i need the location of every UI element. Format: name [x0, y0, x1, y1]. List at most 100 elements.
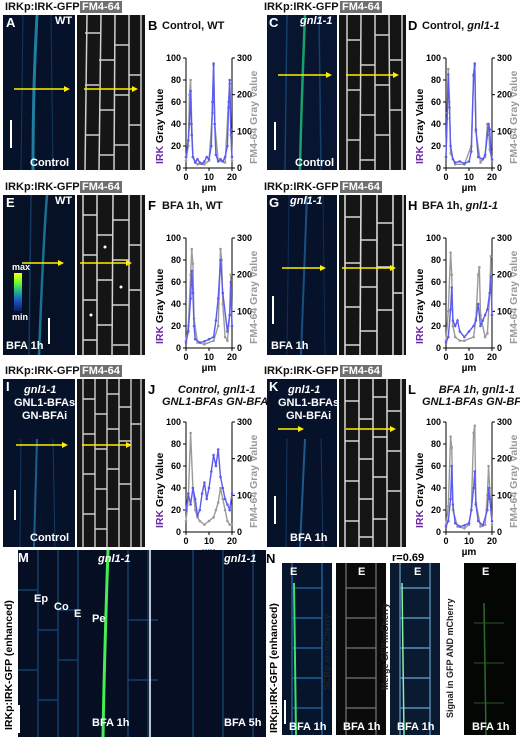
- panel-m-scalebar: [18, 705, 20, 733]
- tick-label-x: 10: [204, 536, 214, 546]
- data-point-irk: [187, 492, 190, 495]
- data-point-irk: [487, 486, 490, 490]
- data-point-irk: [216, 297, 220, 300]
- data-point-fm464: [191, 262, 195, 265]
- panel-i-gfp-image: [3, 379, 75, 547]
- tick-label-x: 20: [487, 172, 497, 182]
- chart-b: B Control, WT 0 20 40 60 80 100 0 100 200 300 0 10 20 µ…: [148, 18, 260, 196]
- panel-g-letter: G: [269, 195, 280, 210]
- data-point-irk: [481, 319, 485, 322]
- colorbar-max: max: [12, 262, 31, 272]
- panel-g-fm-image: [339, 195, 406, 355]
- data-point-irk: [476, 302, 480, 306]
- data-point-irk: [490, 157, 494, 161]
- tick-label-x: 10: [464, 536, 474, 546]
- panel-n-signal-label: Signal in GFP AND mCherry: [445, 598, 455, 718]
- data-point-irk: [198, 508, 202, 512]
- chart-j: J Control, gnl1-1 GNL1-BFAs GN-BFAi 0 20 40 60…: [148, 382, 271, 560]
- tick-label-left: 0: [176, 163, 181, 173]
- data-point-fm464: [212, 516, 215, 519]
- data-point-fm464: [483, 335, 487, 339]
- data-point-irk: [219, 157, 222, 161]
- data-point-irk: [449, 144, 452, 148]
- tick-label-left: 20: [171, 321, 181, 331]
- data-point-irk: [190, 133, 194, 137]
- tick-label-left: 60: [431, 97, 441, 107]
- tick-label-left: 40: [171, 299, 181, 309]
- data-point-irk: [229, 280, 233, 284]
- panel-c-genotype: gnl1-1: [300, 15, 333, 27]
- data-point-irk: [189, 503, 192, 506]
- data-point-irk: [203, 160, 206, 163]
- tick-label-right: 200: [237, 270, 252, 280]
- panel-a-letter: A: [6, 15, 16, 30]
- data-point-irk: [196, 514, 199, 517]
- panel-g-gfp-image: [267, 195, 337, 355]
- tick-label-left: 80: [431, 75, 441, 85]
- data-point-irk: [450, 286, 454, 289]
- fm-header-c: FM4-64: [340, 1, 382, 13]
- tick-label-left: 40: [431, 299, 441, 309]
- panel-i-arrows: [16, 442, 132, 448]
- panel-g-arrows: [282, 265, 396, 271]
- y-axis-label-left-rest: Gray Value: [414, 88, 426, 146]
- data-point-irk: [488, 497, 491, 501]
- data-point-irk: [223, 497, 227, 501]
- panel-k-genotype: gnl1-1: [288, 384, 321, 396]
- data-point-fm464: [196, 516, 199, 519]
- data-point-irk: [447, 73, 450, 76]
- tick-label-x: 0: [443, 352, 448, 362]
- panel-b-letter: B: [148, 18, 158, 33]
- panel-i-scalebar: [14, 490, 16, 520]
- fm-header-k: FM4-64: [340, 365, 382, 377]
- tick-label-left: 0: [436, 343, 441, 353]
- panel-a-gfp-image: [3, 15, 75, 170]
- panel-i-fm-image: [77, 379, 145, 547]
- data-point-irk: [447, 335, 450, 339]
- tick-label-x: 0: [443, 172, 448, 182]
- data-point-irk: [486, 133, 489, 137]
- data-point-irk: [449, 497, 452, 501]
- data-point-fm464: [184, 159, 188, 162]
- panel-m-condition-left: BFA 1h: [92, 717, 130, 729]
- data-point-irk: [458, 160, 462, 163]
- data-point-fm464: [453, 163, 457, 166]
- panel-n-condition-gfp: BFA 1h: [289, 721, 327, 733]
- panel-n-merge-label: Merge GFP/mCherry: [380, 602, 390, 690]
- data-point-irk: [487, 122, 490, 126]
- data-point-irk: [227, 106, 230, 109]
- data-point-irk: [486, 308, 489, 311]
- tick-label-left: 0: [436, 163, 441, 173]
- data-point-irk: [483, 313, 487, 317]
- tick-label-left: 0: [436, 527, 441, 537]
- x-axis-label: µm: [462, 183, 477, 194]
- tick-label-right: 0: [497, 527, 502, 537]
- chart-title-line2: GNL1-BFAs GN-BFAi: [422, 396, 520, 408]
- y-axis-label-right: FM4-64 Gray Value: [248, 70, 260, 164]
- panel-m-letter: M: [18, 550, 29, 565]
- data-point-irk: [207, 157, 211, 161]
- y-axis-label-left-irk: IRK: [414, 145, 426, 164]
- data-point-fm464: [219, 486, 222, 490]
- data-point-irk: [467, 330, 471, 333]
- irk-header-g: IRKp:IRK-GFP: [264, 181, 339, 193]
- data-point-irk: [474, 503, 478, 506]
- panel-k-gfp-image: [267, 379, 337, 547]
- data-point-irk: [450, 464, 454, 468]
- tick-label-right: 100: [497, 126, 512, 136]
- panel-e-condition: BFA 1h: [6, 340, 44, 352]
- panel-n-merge-e: E: [414, 566, 422, 578]
- data-point-irk: [205, 497, 208, 501]
- tick-label-x: 20: [227, 536, 237, 546]
- data-point-fm464: [223, 508, 227, 512]
- panel-n-mcherry-label: SCRp:er-mCherry: [322, 613, 332, 690]
- colorbar-min: min: [12, 312, 29, 322]
- panel-k-condition: BFA 1h: [290, 532, 328, 544]
- panel-m-genotype-right: gnl1-1: [224, 553, 257, 565]
- data-point-irk: [212, 62, 215, 65]
- tick-label-left: 100: [166, 233, 181, 243]
- tick-label-left: 80: [431, 439, 441, 449]
- data-point-irk: [184, 341, 188, 344]
- panel-n-merge-image: [390, 563, 440, 735]
